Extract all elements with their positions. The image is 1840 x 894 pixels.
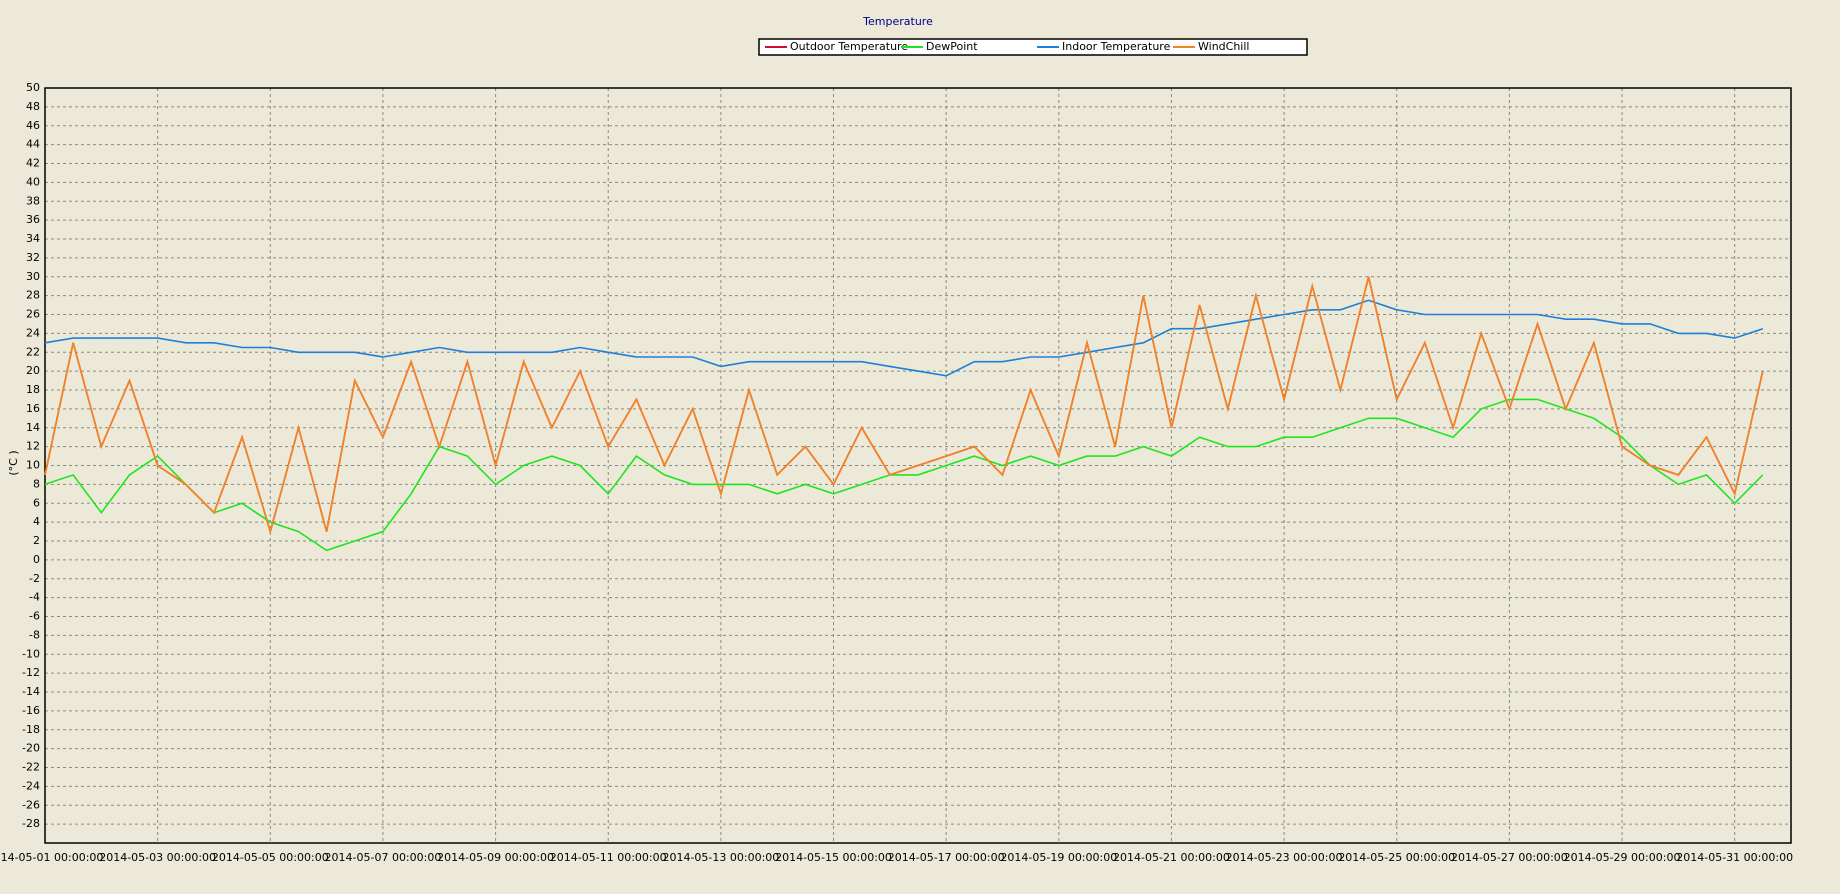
x-tick-label: 2014-05-13 00:00:00 [662,851,779,864]
y-tick-label: 32 [26,251,40,264]
legend-box [758,38,1308,56]
y-tick-label: -2 [29,572,40,585]
chart-title: Temperature [862,15,933,28]
y-tick-label: 34 [26,232,40,245]
y-axis-label: (°C ) [7,450,20,475]
y-tick-label: 46 [26,119,40,132]
y-tick-label: 12 [26,440,40,453]
series-line [44,398,1764,552]
y-tick-label: 50 [26,81,40,94]
y-tick-label: 40 [26,175,40,188]
legend-label: Outdoor Temperature [790,40,908,53]
x-tick-label: 2014-05-01 00:00:00 [0,851,103,864]
y-tick-label: 14 [26,421,40,434]
y-tick-label: 8 [33,477,40,490]
x-tick-label: 2014-05-07 00:00:00 [325,851,442,864]
legend-label: Indoor Temperature [1062,40,1171,53]
y-tick-label: 16 [26,402,40,415]
x-tick-label: 2014-05-03 00:00:00 [99,851,216,864]
y-tick-label: 22 [26,345,40,358]
y-tick-label: 2 [33,534,40,547]
y-tick-label: -28 [22,817,40,830]
x-tick-label: 2014-05-17 00:00:00 [888,851,1005,864]
y-tick-label: -18 [22,723,40,736]
y-tick-label: 18 [26,383,40,396]
legend-label: WindChill [1198,40,1249,53]
y-tick-label: -14 [22,685,40,698]
y-tick-label: 24 [26,326,40,339]
y-tick-label: 10 [26,459,40,472]
y-tick-label: -20 [22,742,40,755]
series-line [44,299,1764,377]
series-line [44,276,1764,535]
plot-frame [44,87,1792,844]
y-tick-label: -24 [22,779,40,792]
y-tick-label: 44 [26,138,40,151]
x-tick-label: 2014-05-25 00:00:00 [1338,851,1455,864]
y-tick-label: 28 [26,289,40,302]
y-tick-label: 26 [26,308,40,321]
y-tick-label: -4 [29,591,40,604]
y-tick-label: 36 [26,213,40,226]
x-tick-label: 2014-05-21 00:00:00 [1113,851,1230,864]
x-tick-label: 2014-05-15 00:00:00 [775,851,892,864]
x-tick-label: 2014-05-09 00:00:00 [437,851,554,864]
y-tick-label: 30 [26,270,40,283]
y-tick-label: -12 [22,666,40,679]
x-tick-label: 2014-05-31 00:00:00 [1676,851,1793,864]
y-tick-label: -6 [29,610,40,623]
y-tick-label: -10 [22,647,40,660]
y-tick-label: 48 [26,100,40,113]
y-tick-label: 0 [33,553,40,566]
y-tick-label: -16 [22,704,40,717]
y-tick-label: 6 [33,496,40,509]
y-tick-label: 42 [26,157,40,170]
x-tick-label: 2014-05-19 00:00:00 [1000,851,1117,864]
y-tick-label: 38 [26,194,40,207]
legend-label: DewPoint [926,40,978,53]
x-tick-label: 2014-05-29 00:00:00 [1564,851,1681,864]
x-tick-label: 2014-05-05 00:00:00 [212,851,329,864]
y-tick-label: -22 [22,761,40,774]
y-tick-label: -26 [22,798,40,811]
x-tick-label: 2014-05-11 00:00:00 [550,851,667,864]
x-tick-label: 2014-05-23 00:00:00 [1226,851,1343,864]
y-tick-label: 20 [26,364,40,377]
x-tick-label: 2014-05-27 00:00:00 [1451,851,1568,864]
y-tick-label: 4 [33,515,40,528]
y-tick-label: -8 [29,628,40,641]
